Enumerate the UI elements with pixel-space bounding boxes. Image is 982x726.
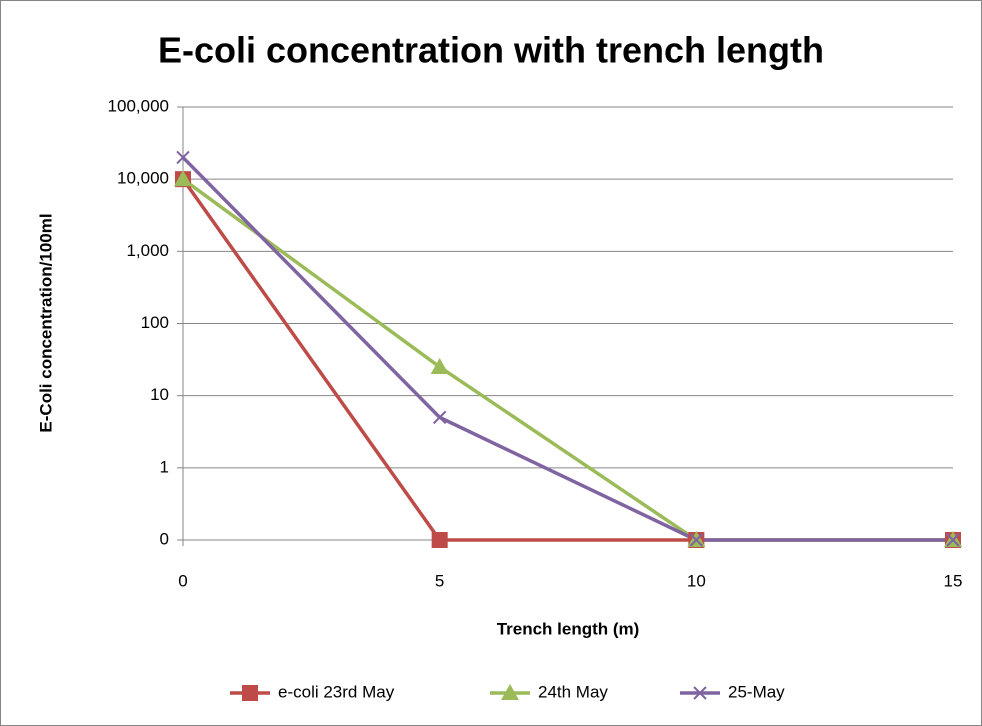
legend-label: e-coli 23rd May xyxy=(278,682,395,701)
marker xyxy=(946,533,960,547)
marker xyxy=(174,170,192,187)
series-line xyxy=(181,156,953,542)
y-tick-label: 100,000 xyxy=(108,96,169,115)
marker xyxy=(689,533,704,547)
marker xyxy=(242,685,258,701)
y-tick-label: 0 xyxy=(160,529,169,548)
legend-label: 24th May xyxy=(538,682,608,701)
x-tick-label: 10 xyxy=(687,571,706,590)
y-tick-label: 100 xyxy=(141,313,169,332)
legend-label: 25-May xyxy=(728,682,785,701)
x-axis-title: Trench length (m) xyxy=(497,619,640,638)
marker xyxy=(501,684,519,700)
y-tick-label: 10,000 xyxy=(117,169,169,188)
y-tick-label: 10 xyxy=(150,385,169,404)
x-tick-label: 5 xyxy=(435,571,444,590)
x-tick-label: 15 xyxy=(944,571,963,590)
marker xyxy=(431,532,448,548)
marker xyxy=(693,686,707,700)
x-tick-label: 0 xyxy=(178,571,187,590)
marker xyxy=(430,357,449,374)
chart-title: E-coli concentration with trench length xyxy=(158,30,824,71)
y-axis-title: E-Coli concentration/100ml xyxy=(36,213,55,432)
y-tick-label: 1,000 xyxy=(126,241,169,260)
y-tick-label: 1 xyxy=(160,457,169,476)
marker xyxy=(432,410,447,425)
marker xyxy=(176,150,190,165)
